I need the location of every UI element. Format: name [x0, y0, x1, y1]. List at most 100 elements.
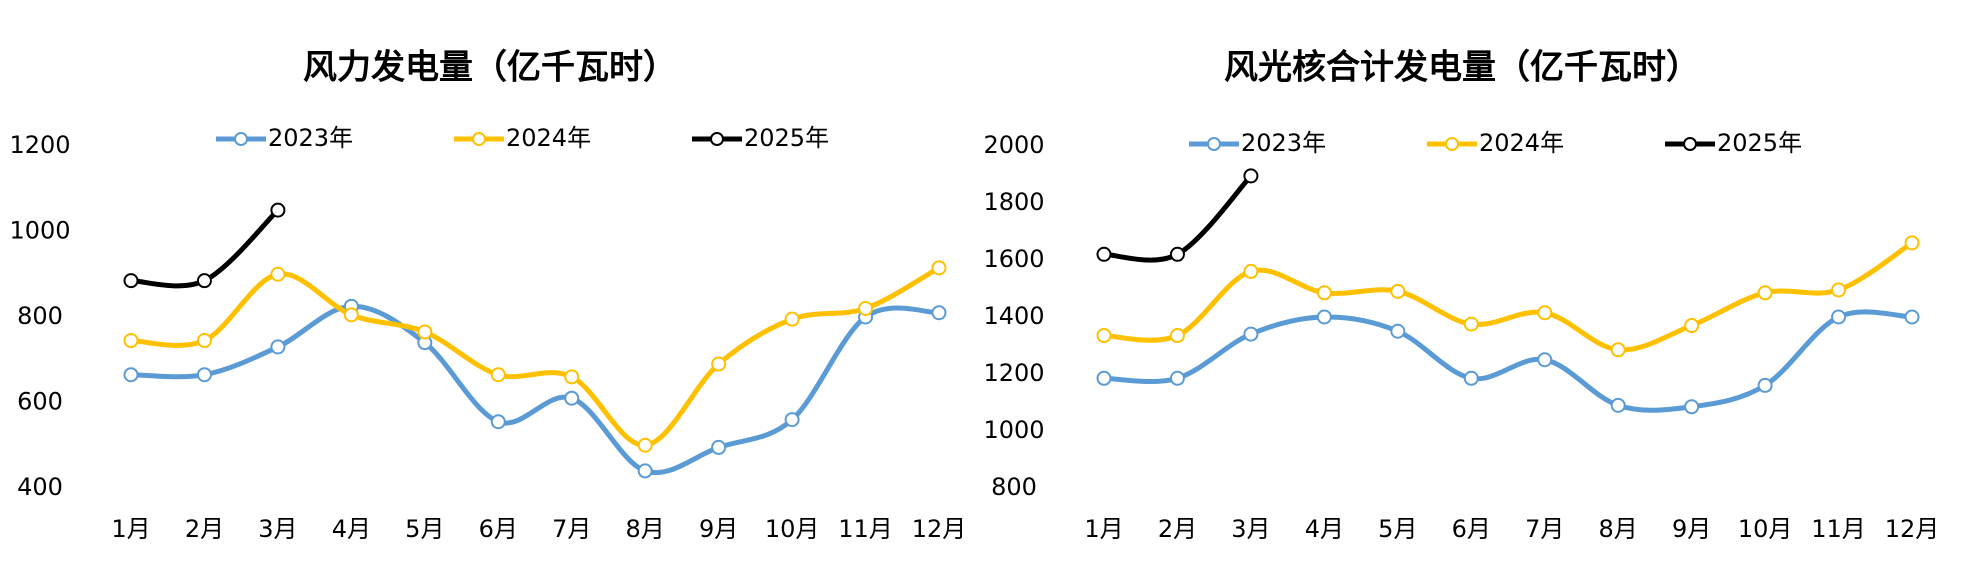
- point-marker: [1684, 399, 1700, 415]
- y-tick-label: 1000: [9, 217, 70, 245]
- point-marker: [1463, 316, 1479, 332]
- legend-marker: [710, 132, 724, 146]
- point-marker: [1684, 318, 1700, 334]
- x-tick-label: 10月: [1738, 515, 1793, 543]
- point-marker: [490, 414, 506, 430]
- point-marker: [123, 367, 139, 383]
- point-marker: [270, 266, 286, 282]
- legend-marker: [234, 132, 248, 146]
- legend-marker: [1445, 137, 1459, 151]
- point-marker: [270, 339, 286, 355]
- point-marker: [711, 439, 727, 455]
- point-marker: [711, 356, 727, 372]
- y-tick-label: 1000: [983, 416, 1044, 444]
- legend-label: 2023年: [268, 124, 353, 152]
- point-marker: [1610, 342, 1626, 358]
- legend-marker: [472, 132, 486, 146]
- x-tick-label: 1月: [1084, 515, 1123, 543]
- point-marker: [931, 260, 947, 276]
- y-tick-label: 1200: [9, 131, 70, 159]
- x-tick-label: 11月: [838, 515, 893, 543]
- point-marker: [1096, 370, 1112, 386]
- point-marker: [1537, 352, 1553, 368]
- x-tick-label: 6月: [479, 515, 518, 543]
- y-tick-label: 1800: [983, 188, 1044, 216]
- point-marker: [417, 324, 433, 340]
- point-marker: [1243, 326, 1259, 342]
- point-marker: [1096, 328, 1112, 344]
- x-tick-label: 12月: [912, 515, 967, 543]
- point-marker: [1904, 235, 1920, 251]
- x-tick-label: 2月: [185, 515, 224, 543]
- x-tick-label: 8月: [1599, 515, 1638, 543]
- legend-marker: [1683, 137, 1697, 151]
- point-marker: [1463, 370, 1479, 386]
- y-tick-label: 800: [991, 473, 1037, 501]
- series-line: [130, 303, 940, 475]
- x-tick-label: 4月: [1305, 515, 1344, 543]
- x-tick-label: 5月: [1378, 515, 1417, 543]
- legend-label: 2025年: [1717, 129, 1802, 157]
- x-tick-label: 4月: [332, 515, 371, 543]
- x-tick-label: 7月: [1525, 515, 1564, 543]
- point-marker: [343, 307, 359, 323]
- x-tick-label: 6月: [1452, 515, 1491, 543]
- x-tick-label: 2月: [1158, 515, 1197, 543]
- point-marker: [931, 305, 947, 321]
- y-tick-label: 400: [17, 473, 63, 501]
- point-marker: [784, 412, 800, 428]
- point-marker: [270, 202, 286, 218]
- point-marker: [637, 437, 653, 453]
- point-marker: [1390, 283, 1406, 299]
- series-line: [1103, 240, 1914, 353]
- point-marker: [196, 367, 212, 383]
- point-marker: [637, 463, 653, 479]
- point-marker: [123, 333, 139, 349]
- legend-label: 2023年: [1241, 129, 1326, 157]
- point-marker: [858, 300, 874, 316]
- x-tick-label: 10月: [765, 515, 820, 543]
- point-marker: [1169, 370, 1185, 386]
- point-marker: [1904, 309, 1920, 325]
- point-marker: [1096, 246, 1112, 262]
- point-marker: [1390, 323, 1406, 339]
- x-tick-label: 9月: [699, 515, 738, 543]
- point-marker: [1537, 305, 1553, 321]
- legend-marker: [1207, 137, 1221, 151]
- y-tick-label: 800: [17, 302, 63, 330]
- y-tick-label: 1400: [983, 302, 1044, 330]
- x-tick-label: 12月: [1885, 515, 1940, 543]
- x-tick-label: 9月: [1672, 515, 1711, 543]
- point-marker: [1757, 285, 1773, 301]
- y-tick-label: 2000: [983, 131, 1044, 159]
- point-marker: [1243, 263, 1259, 279]
- point-marker: [1316, 309, 1332, 325]
- point-marker: [1169, 328, 1185, 344]
- point-marker: [564, 369, 580, 385]
- y-tick-label: 1600: [983, 245, 1044, 273]
- x-tick-label: 5月: [405, 515, 444, 543]
- legend-label: 2025年: [744, 124, 829, 152]
- point-marker: [1316, 285, 1332, 301]
- point-marker: [1169, 246, 1185, 262]
- point-marker: [1757, 377, 1773, 393]
- point-marker: [1243, 168, 1259, 184]
- point-marker: [490, 367, 506, 383]
- point-marker: [196, 273, 212, 289]
- x-tick-label: 3月: [258, 515, 297, 543]
- x-tick-label: 7月: [552, 515, 591, 543]
- point-marker: [1831, 309, 1847, 325]
- y-tick-label: 600: [17, 388, 63, 416]
- point-marker: [196, 333, 212, 349]
- x-tick-label: 8月: [626, 515, 665, 543]
- series-line: [1103, 309, 1913, 413]
- point-marker: [123, 273, 139, 289]
- x-tick-label: 3月: [1231, 515, 1270, 543]
- x-tick-label: 11月: [1811, 515, 1866, 543]
- legend-label: 2024年: [506, 124, 591, 152]
- point-marker: [784, 311, 800, 327]
- point-marker: [1831, 282, 1847, 298]
- x-tick-label: 1月: [111, 515, 150, 543]
- point-marker: [564, 390, 580, 406]
